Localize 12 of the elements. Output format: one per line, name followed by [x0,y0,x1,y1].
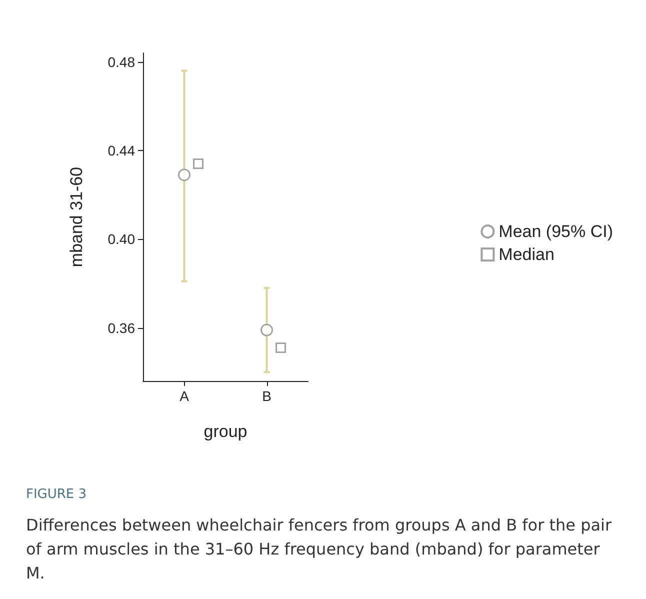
legend-label: Median [498,245,554,264]
legend-label: Mean (95% CI) [498,222,614,241]
text: Differences between wheelchair fencers from groups A and B for the pair of arm muscles in the 31–60 Hz frequency band (mband) for parameter M. [26,516,617,582]
y-tick-label: 0.40 [108,231,136,248]
caption: FIGURE 3 [26,487,87,502]
x-tick-label: A [180,388,190,404]
y-tick-label: 0.36 [108,320,136,336]
y-tick-label: 0.44 [108,142,136,159]
x-tick-label: B [262,388,272,404]
x-axis-title: group [204,422,248,441]
y-axis-title: mband 31-60 [67,166,86,268]
y-tick-label: 0.48 [108,54,136,70]
